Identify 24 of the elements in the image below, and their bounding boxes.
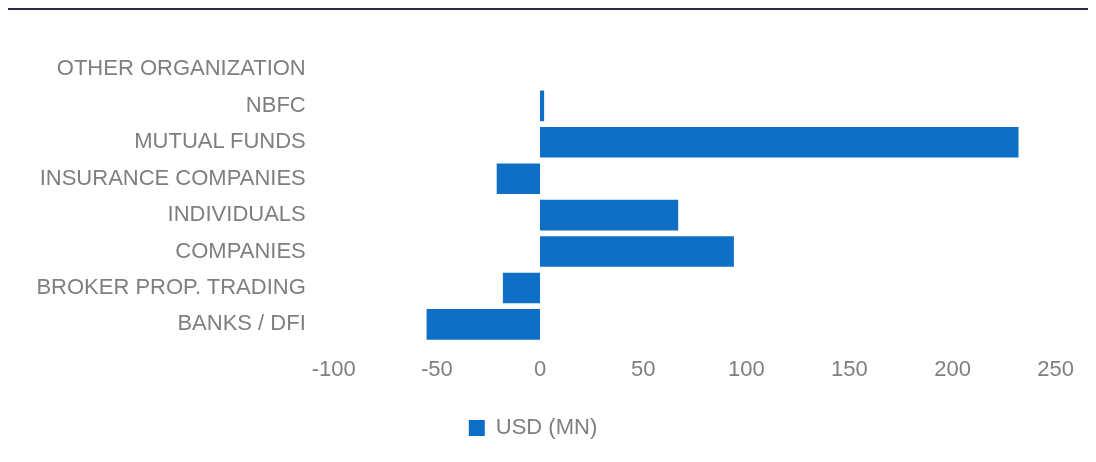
legend-label: USD (MN) [495,414,598,440]
x-tick-label: 0 [533,355,547,381]
bar [540,199,679,231]
y-tick-label: COMPANIES [175,237,306,263]
y-tick-label: NBFC [245,91,306,117]
x-tick-label: -50 [420,355,453,381]
x-tick-label: -100 [311,355,356,381]
y-tick-label: BROKER PROP. TRADING [36,274,306,300]
x-tick-label: 200 [934,355,971,381]
x-tick-label: 250 [1037,355,1075,381]
bar [540,236,734,267]
y-tick-label: MUTUAL FUNDS [134,128,306,154]
y-tick-label: INDIVIDUALS [167,201,306,227]
y-tick-label: INSURANCE COMPANIES [39,164,306,190]
bar [496,163,541,194]
bar [540,126,1019,158]
x-tick-label: 100 [727,355,765,381]
y-tick-label: OTHER ORGANIZATION [56,55,306,81]
x-tick-label: 150 [831,355,868,381]
bar [502,272,541,304]
x-tick-label: 50 [630,355,656,381]
bar [426,309,541,340]
bar [540,90,545,122]
y-tick-label: BANKS / DFI [177,310,306,336]
